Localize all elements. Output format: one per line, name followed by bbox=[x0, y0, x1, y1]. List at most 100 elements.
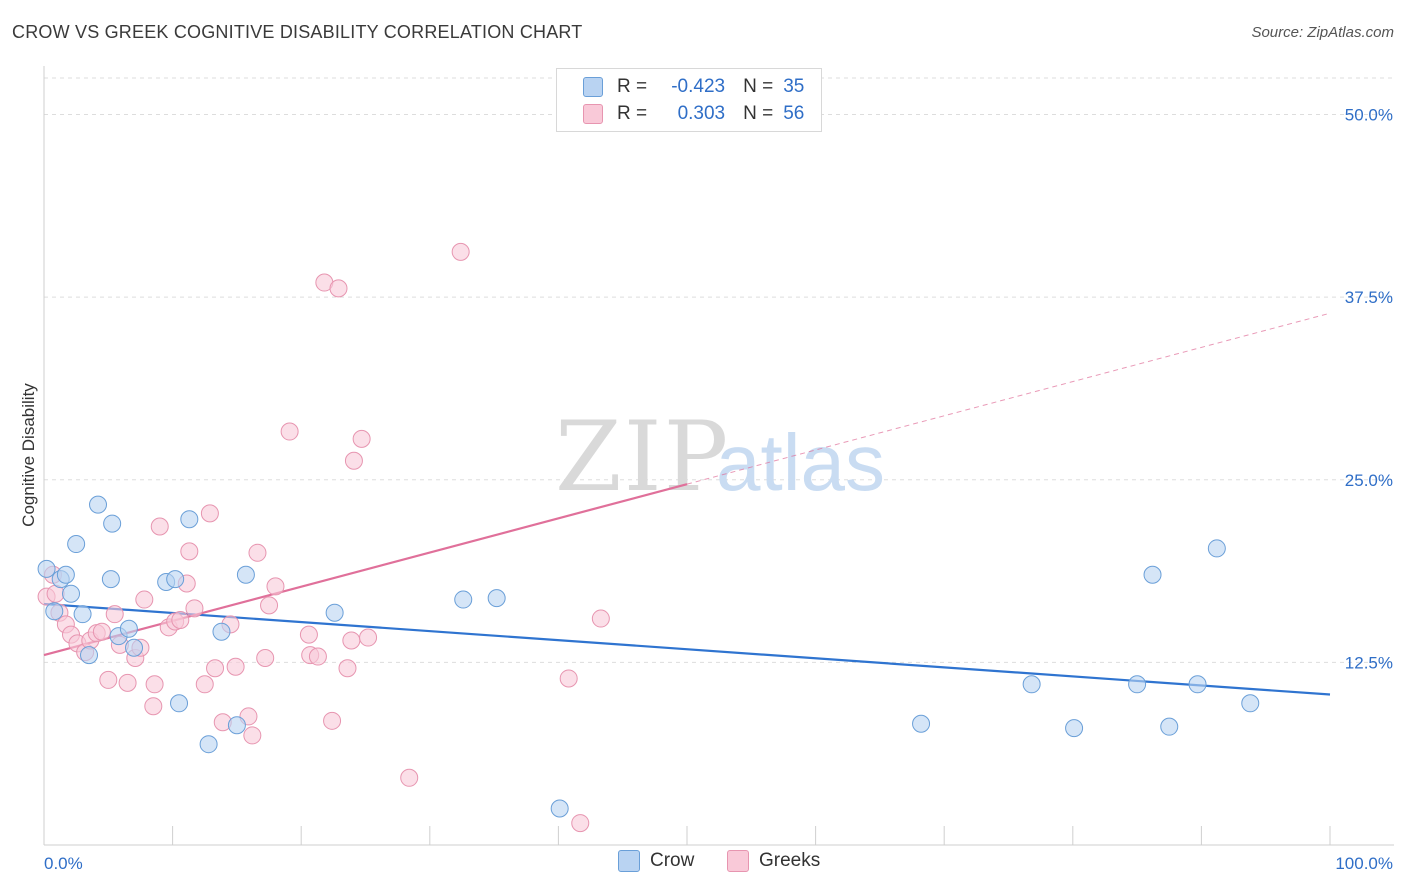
trend-line-greeks-extension bbox=[686, 312, 1331, 485]
data-point-greeks bbox=[144, 697, 163, 716]
watermark-atlas: atlas bbox=[716, 418, 885, 507]
data-point-crow bbox=[89, 495, 108, 514]
data-point-crow bbox=[487, 589, 506, 608]
data-point-crow bbox=[80, 646, 99, 665]
greeks-swatch bbox=[583, 104, 603, 124]
data-point-greeks bbox=[206, 659, 225, 678]
data-point-crow bbox=[1241, 694, 1260, 713]
data-point-greeks bbox=[571, 814, 590, 833]
watermark: ZIP atlas bbox=[555, 401, 885, 513]
y-tick-label: 37.5% bbox=[1345, 288, 1393, 307]
legend-label-crow: Crow bbox=[650, 850, 695, 871]
data-point-crow bbox=[1188, 675, 1207, 694]
data-point-crow bbox=[1207, 539, 1226, 558]
series-legend: Crow Greeks bbox=[0, 850, 1406, 880]
legend-r-label: R = bbox=[617, 103, 648, 124]
legend-r-value: -0.423 bbox=[671, 76, 726, 97]
watermark-zip: ZIP bbox=[555, 401, 730, 513]
tick-labels: 12.5% 25.0% 37.5% 50.0% 0.0% 100.0% bbox=[44, 106, 1393, 873]
data-point-crow bbox=[1065, 719, 1084, 738]
data-point-crow bbox=[166, 570, 185, 589]
correlation-legend: R = -0.423 N = 35 R = 0.303 N = 56 bbox=[556, 68, 822, 132]
data-point-greeks bbox=[266, 577, 285, 596]
x-tick-label: 100.0% bbox=[1335, 854, 1393, 873]
data-point-crow bbox=[73, 605, 92, 624]
data-point-crow bbox=[1128, 675, 1147, 694]
data-point-greeks bbox=[200, 504, 219, 523]
data-point-greeks bbox=[256, 648, 275, 667]
series-greeks bbox=[37, 242, 610, 833]
data-point-greeks bbox=[171, 611, 190, 630]
data-point-crow bbox=[180, 510, 199, 529]
data-point-crow bbox=[325, 603, 344, 622]
data-point-greeks bbox=[180, 542, 199, 561]
data-point-greeks bbox=[591, 609, 610, 628]
data-point-crow bbox=[37, 559, 56, 578]
legend-label-greeks: Greeks bbox=[759, 850, 821, 871]
trend-line-greeks bbox=[43, 483, 688, 657]
data-point-crow bbox=[454, 590, 473, 609]
data-point-greeks bbox=[150, 517, 169, 536]
data-point-greeks bbox=[185, 599, 204, 618]
data-point-greeks bbox=[145, 675, 164, 694]
data-point-crow bbox=[62, 584, 81, 603]
data-point-greeks bbox=[400, 768, 419, 787]
data-point-greeks bbox=[329, 279, 348, 298]
greeks-swatch bbox=[727, 850, 749, 872]
y-tick-label: 25.0% bbox=[1345, 471, 1393, 490]
chart-title: CROW VS GREEK COGNITIVE DISABILITY CORRE… bbox=[12, 22, 583, 42]
legend-n-label: N = bbox=[743, 76, 774, 97]
x-tick-label: 0.0% bbox=[44, 854, 83, 873]
data-point-crow bbox=[199, 735, 218, 754]
data-point-crow bbox=[125, 638, 144, 657]
data-point-greeks bbox=[451, 242, 470, 261]
legend-r-value: 0.303 bbox=[677, 103, 726, 124]
axes bbox=[43, 66, 1394, 846]
data-point-crow bbox=[1143, 565, 1162, 584]
data-point-greeks bbox=[243, 726, 262, 745]
y-tick-label: 12.5% bbox=[1345, 653, 1393, 672]
legend-row-greeks: R = 0.303 N = 56 bbox=[557, 101, 804, 127]
data-point-greeks bbox=[260, 596, 279, 615]
data-point-greeks bbox=[226, 657, 245, 676]
data-point-crow bbox=[212, 622, 231, 641]
y-tick-label: 50.0% bbox=[1345, 106, 1393, 125]
legend-item-crow[interactable]: Crow bbox=[618, 850, 694, 872]
chart-source: Source: ZipAtlas.com bbox=[1251, 24, 1394, 41]
data-point-greeks bbox=[308, 647, 327, 666]
y-axis-label: Cognitive Disability bbox=[19, 383, 38, 527]
data-point-greeks bbox=[248, 543, 267, 562]
data-point-crow bbox=[170, 694, 189, 713]
data-point-crow bbox=[550, 799, 569, 818]
data-point-crow bbox=[103, 514, 122, 533]
data-point-greeks bbox=[99, 670, 118, 689]
data-point-greeks bbox=[299, 625, 318, 644]
data-point-greeks bbox=[344, 451, 363, 470]
data-point-greeks bbox=[559, 669, 578, 688]
legend-item-greeks[interactable]: Greeks bbox=[727, 850, 820, 872]
data-point-greeks bbox=[359, 628, 378, 647]
data-point-greeks bbox=[135, 590, 154, 609]
data-point-greeks bbox=[92, 622, 111, 641]
data-point-greeks bbox=[352, 429, 371, 448]
trend-lines bbox=[43, 312, 1331, 696]
legend-row-crow: R = -0.423 N = 35 bbox=[557, 74, 804, 100]
data-point-crow bbox=[236, 565, 255, 584]
data-point-crow bbox=[1160, 717, 1179, 736]
trend-line-crow bbox=[43, 602, 1331, 696]
data-point-greeks bbox=[280, 422, 299, 441]
data-point-greeks bbox=[118, 673, 137, 692]
data-point-crow bbox=[912, 714, 931, 733]
data-point-crow bbox=[119, 619, 138, 638]
crow-swatch bbox=[583, 77, 603, 97]
data-point-crow bbox=[56, 565, 75, 584]
data-point-greeks bbox=[338, 659, 357, 678]
data-point-crow bbox=[227, 716, 246, 735]
legend-n-value: 56 bbox=[783, 103, 805, 124]
series-crow bbox=[37, 495, 1260, 818]
data-point-greeks bbox=[323, 711, 342, 730]
crow-swatch bbox=[618, 850, 640, 872]
data-point-crow bbox=[101, 570, 120, 589]
data-point-crow bbox=[1022, 675, 1041, 694]
